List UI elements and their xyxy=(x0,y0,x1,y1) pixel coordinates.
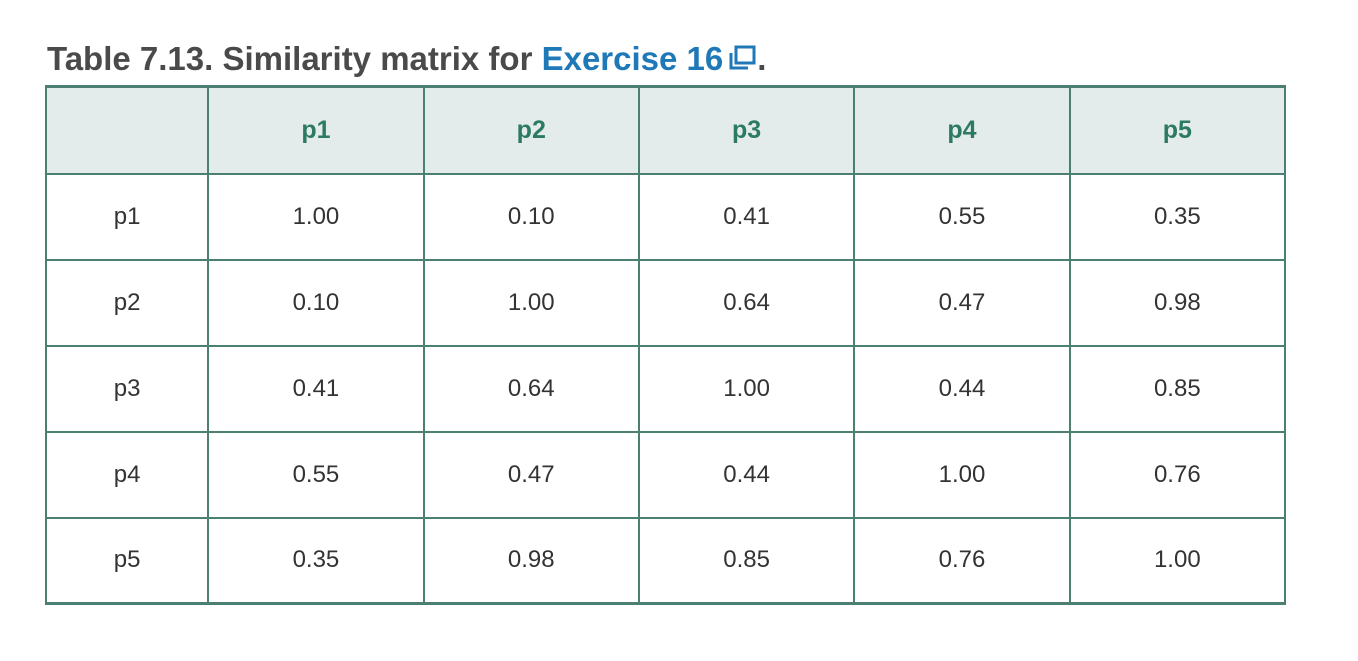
table-cell: 0.76 xyxy=(1068,430,1287,519)
caption-prefix: Table 7.13. Similarity matrix for xyxy=(47,40,542,77)
corner-cell xyxy=(44,85,210,175)
table-cell: 0.98 xyxy=(1068,258,1287,347)
row-header: p3 xyxy=(44,344,210,433)
table-row: p3 0.41 0.64 1.00 0.44 0.85 xyxy=(44,344,1287,433)
table-cell: 0.44 xyxy=(853,344,1071,433)
table-cell: 1.00 xyxy=(422,258,640,347)
table-cell: 0.10 xyxy=(422,172,640,261)
table-row: p5 0.35 0.98 0.85 0.76 1.00 xyxy=(44,516,1287,605)
external-link-icon[interactable] xyxy=(727,44,757,70)
row-header: p4 xyxy=(44,430,210,519)
table-row: p1 1.00 0.10 0.41 0.55 0.35 xyxy=(44,172,1287,261)
similarity-matrix-table: p1 p2 p3 p4 p5 p1 1.00 0.10 0.41 0.55 0.… xyxy=(44,85,1287,605)
table-cell: 0.55 xyxy=(853,172,1071,261)
table-cell: 1.00 xyxy=(637,344,856,433)
table-row: p2 0.10 1.00 0.64 0.47 0.98 xyxy=(44,258,1287,347)
header-row: p1 p2 p3 p4 p5 xyxy=(44,85,1287,175)
column-header-p1: p1 xyxy=(207,85,425,175)
table-cell: 0.41 xyxy=(207,344,425,433)
exercise-link[interactable]: Exercise 16 xyxy=(542,40,758,77)
table-cell: 0.47 xyxy=(422,430,640,519)
table-row: p4 0.55 0.47 0.44 1.00 0.76 xyxy=(44,430,1287,519)
table-cell: 0.55 xyxy=(207,430,425,519)
table-cell: 0.76 xyxy=(853,516,1071,605)
column-header-p2: p2 xyxy=(422,85,640,175)
table-cell: 0.64 xyxy=(637,258,856,347)
caption-suffix: . xyxy=(757,40,767,77)
table-cell: 1.00 xyxy=(853,430,1071,519)
table-cell: 0.10 xyxy=(207,258,425,347)
row-header: p1 xyxy=(44,172,210,261)
exercise-link-label: Exercise 16 xyxy=(541,40,724,77)
row-header: p2 xyxy=(44,258,210,347)
table-cell: 0.35 xyxy=(207,516,425,605)
row-header: p5 xyxy=(44,516,210,605)
table-cell: 0.47 xyxy=(853,258,1071,347)
table-cell: 0.98 xyxy=(422,516,640,605)
table-cell: 0.85 xyxy=(637,516,856,605)
table-caption: Table 7.13. Similarity matrix for Exerci… xyxy=(47,38,766,80)
column-header-p4: p4 xyxy=(853,85,1071,175)
table-cell: 0.85 xyxy=(1068,344,1287,433)
table-cell: 0.64 xyxy=(422,344,640,433)
table-cell: 1.00 xyxy=(1068,516,1287,605)
table-cell: 1.00 xyxy=(207,172,425,261)
column-header-p3: p3 xyxy=(637,85,856,175)
table-cell: 0.35 xyxy=(1068,172,1287,261)
column-header-p5: p5 xyxy=(1068,85,1287,175)
table-cell: 0.41 xyxy=(637,172,856,261)
table-cell: 0.44 xyxy=(637,430,856,519)
